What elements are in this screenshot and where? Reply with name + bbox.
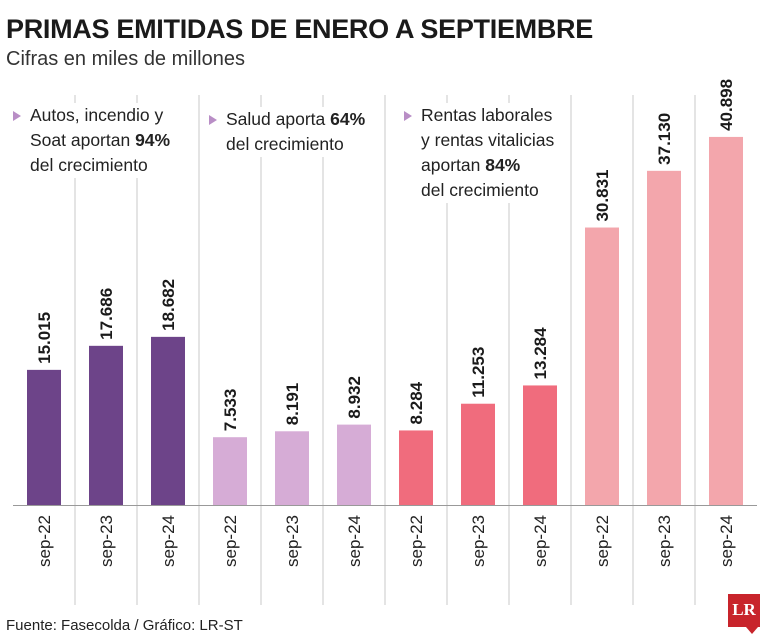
note-group-3: Rentas laborales y rentas vitalicias aport… [404, 103, 555, 203]
tick-label: sep-23 [469, 515, 488, 567]
note-line: Autos, incendio y [30, 105, 164, 125]
note-line: del crecimiento [30, 155, 148, 175]
tick-label: sep-22 [221, 515, 240, 567]
note-bullet-icon [209, 115, 217, 125]
tick-label: sep-24 [717, 515, 736, 567]
tick-label: sep-24 [345, 515, 364, 567]
tick-label: sep-22 [35, 515, 54, 567]
chart-title: PRIMAS EMITIDAS DE ENERO A SEPTIEMBRE [6, 14, 593, 44]
data-label: 37.130 [655, 113, 674, 165]
lr-logo: LR [728, 594, 760, 627]
note-line: Salud aporta 64% [226, 109, 366, 129]
tick-label: sep-22 [407, 515, 426, 567]
note-line: y rentas vitalicias [421, 130, 555, 150]
data-label: 17.686 [97, 288, 116, 340]
note-bullet-icon [13, 111, 21, 121]
data-label: 8.932 [345, 376, 364, 419]
lr-logo-tail [746, 627, 758, 634]
data-label: 13.284 [531, 327, 550, 380]
bar [151, 336, 185, 505]
tick-label: sep-23 [97, 515, 116, 567]
bar [89, 345, 123, 505]
note-bullet-icon [404, 111, 412, 121]
data-label: 8.284 [407, 381, 426, 424]
note-highlight: 84% [485, 155, 521, 175]
chart-subtitle: Cifras en miles de millones [6, 48, 245, 70]
bar [213, 437, 247, 505]
bar [27, 369, 61, 505]
bar [523, 385, 557, 505]
note-line: Soat aportan 94% [30, 130, 171, 150]
bar [337, 424, 371, 505]
tick-label: sep-24 [159, 515, 178, 567]
note-line: del crecimiento [226, 134, 344, 154]
note-line: aportan 84% [421, 155, 521, 175]
data-label: 40.898 [717, 79, 736, 131]
bar [585, 227, 619, 505]
note-highlight: 94% [135, 130, 171, 150]
bar [275, 431, 309, 505]
bar [647, 170, 681, 505]
data-label: 11.253 [469, 347, 488, 398]
note-highlight: 64% [330, 109, 366, 129]
tick-label: sep-24 [531, 515, 550, 567]
tick-label: sep-23 [283, 515, 302, 567]
tick-label: sep-22 [593, 515, 612, 567]
bar [709, 136, 743, 505]
note-group-2: Salud aporta 64% del crecimiento [209, 107, 366, 157]
data-label: 18.682 [159, 279, 178, 331]
data-label: 8.191 [283, 383, 302, 426]
bar [399, 430, 433, 505]
note-line: del crecimiento [421, 180, 539, 200]
data-label: 7.533 [221, 389, 240, 432]
source-note: Fuente: Fasecolda / Gráfico: LR-ST [6, 617, 243, 634]
bar [461, 403, 495, 505]
data-label: 30.831 [593, 170, 612, 222]
note-line: Rentas laborales [421, 105, 553, 125]
tick-label: sep-23 [655, 515, 674, 567]
data-label: 15.015 [35, 312, 54, 364]
note-group-1: Autos, incendio y Soat aportan 94% del cre… [13, 103, 171, 178]
